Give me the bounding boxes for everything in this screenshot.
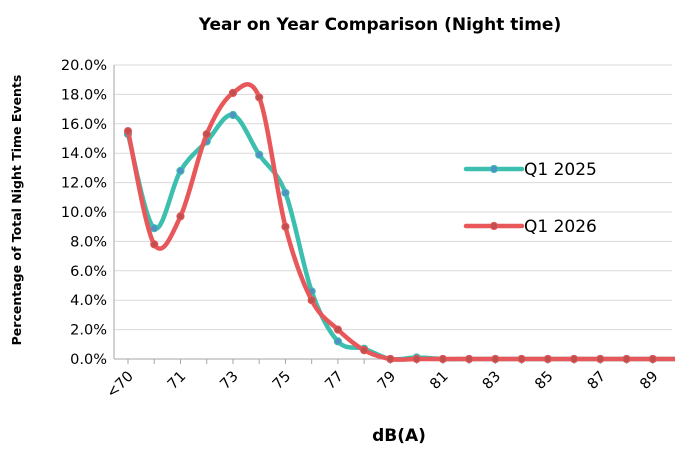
data-point — [255, 150, 264, 159]
y-tick-label: 10.0% — [61, 205, 107, 221]
data-point — [202, 129, 211, 139]
data-point — [622, 354, 631, 364]
y-tick-labels: 0.0% 2.0% 4.0% 6.0% 8.0% 10.0% 12.0% 14.0% 16.0%… — [61, 58, 107, 368]
x-tick-label: 85 — [532, 369, 556, 393]
x-tick-label: 77 — [322, 369, 346, 393]
data-point — [176, 166, 185, 175]
y-tick-label: 6.0% — [70, 264, 107, 280]
data-point — [333, 337, 343, 346]
data-point — [491, 354, 500, 364]
legend-item: Q1 2026 — [463, 217, 597, 237]
series-q1-2026 — [123, 82, 675, 364]
x-tick-label: 81 — [427, 369, 451, 393]
x-tick-label: 73 — [217, 369, 241, 393]
data-point — [569, 354, 579, 364]
y-axis-title: Percentage of Total Night Time Events — [9, 75, 24, 346]
legend: Q1 2025 Q1 2026 — [463, 160, 597, 237]
x-tick-label: <70 — [104, 369, 137, 402]
data-point — [412, 354, 421, 364]
data-point — [281, 188, 290, 197]
data-point — [517, 354, 526, 364]
y-tick-label: 18.0% — [61, 87, 107, 103]
series-group — [123, 82, 675, 364]
y-tick-label: 2.0% — [70, 323, 107, 339]
data-point — [596, 354, 605, 364]
y-tick-label: 8.0% — [70, 234, 107, 250]
data-point — [255, 93, 264, 102]
x-tick-label: 71 — [165, 369, 189, 393]
x-axis-title: dB(A) — [372, 426, 426, 446]
y-tick-label: 12.0% — [61, 176, 107, 192]
y-tick-label: 20.0% — [61, 58, 107, 74]
axes — [113, 65, 672, 364]
data-point — [228, 88, 238, 98]
data-point — [648, 354, 657, 364]
data-point — [150, 240, 159, 249]
data-point — [228, 110, 238, 120]
x-tick-label: 89 — [637, 369, 661, 393]
data-point — [176, 212, 185, 221]
data-point — [464, 354, 474, 364]
data-point — [333, 325, 343, 334]
y-tick-label: 16.0% — [61, 117, 107, 133]
x-tick-label: 83 — [480, 369, 504, 393]
data-point — [360, 346, 369, 355]
y-tick-label: 14.0% — [61, 146, 107, 162]
data-point — [307, 296, 316, 305]
x-tick-label: 75 — [270, 369, 294, 393]
data-point — [438, 354, 447, 364]
data-point — [386, 354, 395, 364]
y-tick-label: 0.0% — [70, 352, 107, 368]
legend-label: Q1 2026 — [524, 217, 597, 237]
legend-marker — [489, 164, 499, 174]
legend-marker — [489, 221, 499, 231]
x-tick-label: 87 — [585, 369, 609, 393]
x-tick-labels: <70 71 73 75 77 79 81 83 85 87 89 — [104, 369, 662, 402]
data-point — [123, 127, 133, 136]
legend-label: Q1 2025 — [524, 160, 597, 180]
data-point — [543, 354, 552, 364]
data-point — [150, 224, 159, 233]
x-tick-label: 79 — [375, 369, 399, 393]
series-line — [125, 112, 675, 362]
y-tick-label: 4.0% — [70, 293, 107, 309]
data-point — [281, 222, 290, 231]
legend-item: Q1 2025 — [463, 160, 597, 180]
chart-title: Year on Year Comparison (Night time) — [198, 15, 561, 35]
gridlines — [114, 64, 672, 331]
